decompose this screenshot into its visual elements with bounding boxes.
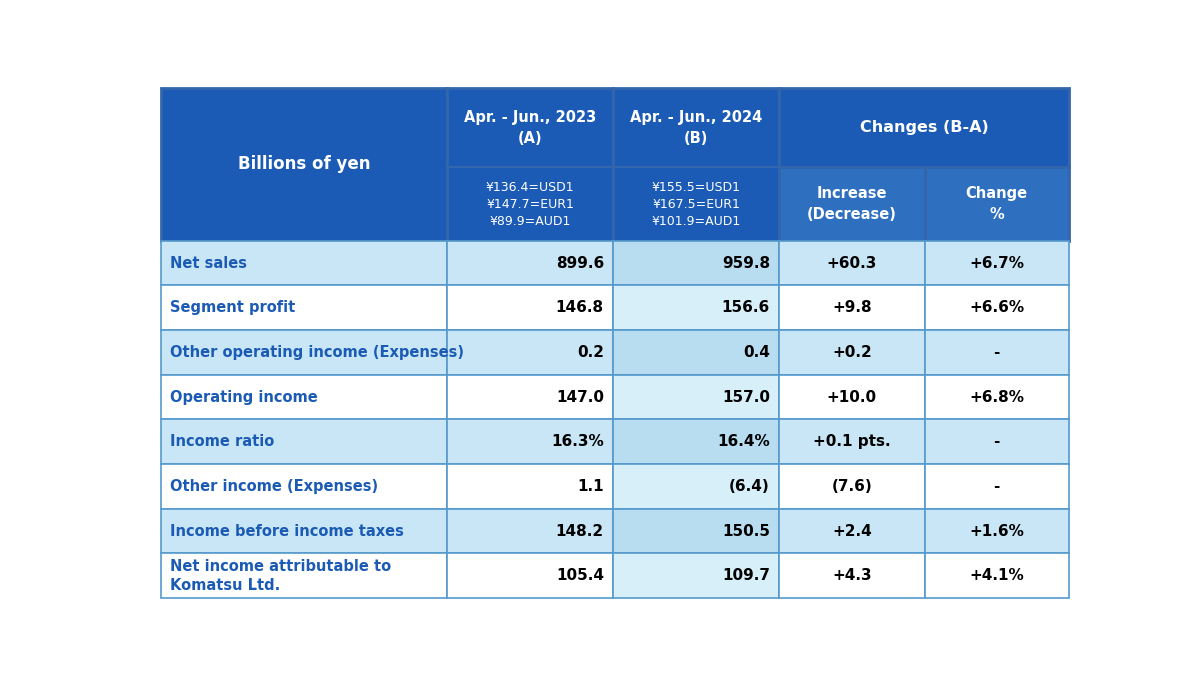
Text: Increase
(Decrease): Increase (Decrease): [806, 186, 896, 222]
Text: +60.3: +60.3: [827, 256, 877, 271]
Polygon shape: [779, 553, 924, 598]
Polygon shape: [779, 375, 924, 420]
Polygon shape: [161, 375, 448, 420]
Polygon shape: [161, 88, 448, 241]
Polygon shape: [924, 285, 1069, 330]
Polygon shape: [924, 241, 1069, 285]
Polygon shape: [924, 553, 1069, 598]
Polygon shape: [779, 464, 924, 509]
Polygon shape: [448, 420, 613, 464]
Text: Net sales: Net sales: [170, 256, 247, 271]
Text: +10.0: +10.0: [827, 390, 877, 405]
Text: 16.3%: 16.3%: [551, 435, 604, 449]
Polygon shape: [448, 88, 613, 241]
Text: Net income attributable to
Komatsu Ltd.: Net income attributable to Komatsu Ltd.: [170, 559, 391, 593]
Text: Other operating income (Expenses): Other operating income (Expenses): [170, 345, 464, 360]
Polygon shape: [924, 509, 1069, 553]
Polygon shape: [779, 285, 924, 330]
Polygon shape: [161, 509, 448, 553]
Text: +0.2: +0.2: [832, 345, 871, 360]
Polygon shape: [924, 375, 1069, 420]
Polygon shape: [779, 330, 924, 375]
Polygon shape: [924, 330, 1069, 375]
Polygon shape: [779, 241, 924, 285]
Text: 16.4%: 16.4%: [718, 435, 770, 449]
Text: +0.1 pts.: +0.1 pts.: [814, 435, 890, 449]
Text: Segment profit: Segment profit: [170, 300, 295, 315]
Polygon shape: [613, 509, 779, 553]
Polygon shape: [779, 509, 924, 553]
Text: 150.5: 150.5: [722, 524, 770, 538]
Text: Changes (B-A): Changes (B-A): [859, 120, 989, 135]
Polygon shape: [613, 553, 779, 598]
Polygon shape: [161, 330, 448, 375]
Text: 157.0: 157.0: [722, 390, 770, 405]
Text: Billions of yen: Billions of yen: [238, 155, 371, 173]
Text: 109.7: 109.7: [722, 568, 770, 583]
Text: ¥136.4=USD1
¥147.7=EUR1
¥89.9=AUD1: ¥136.4=USD1 ¥147.7=EUR1 ¥89.9=AUD1: [486, 181, 575, 227]
Text: +4.3: +4.3: [832, 568, 871, 583]
Text: -: -: [994, 435, 1000, 449]
Polygon shape: [924, 420, 1069, 464]
Polygon shape: [161, 464, 448, 509]
Text: 147.0: 147.0: [556, 390, 604, 405]
Text: +6.7%: +6.7%: [970, 256, 1024, 271]
Polygon shape: [161, 420, 448, 464]
Text: +1.6%: +1.6%: [970, 524, 1024, 538]
Polygon shape: [613, 88, 779, 241]
Polygon shape: [448, 553, 613, 598]
Text: +2.4: +2.4: [832, 524, 871, 538]
Polygon shape: [613, 464, 779, 509]
Polygon shape: [448, 464, 613, 509]
Text: +4.1%: +4.1%: [970, 568, 1024, 583]
Text: Apr. - Jun., 2023
(A): Apr. - Jun., 2023 (A): [464, 109, 596, 145]
Polygon shape: [448, 509, 613, 553]
Polygon shape: [779, 167, 924, 241]
Text: (6.4): (6.4): [730, 479, 770, 494]
Text: +6.8%: +6.8%: [970, 390, 1024, 405]
Text: 148.2: 148.2: [556, 524, 604, 538]
Polygon shape: [613, 241, 779, 285]
Text: Apr. - Jun., 2024
(B): Apr. - Jun., 2024 (B): [630, 109, 762, 145]
Text: +6.6%: +6.6%: [970, 300, 1025, 315]
Text: 0.4: 0.4: [743, 345, 770, 360]
Polygon shape: [448, 241, 613, 285]
Text: (7.6): (7.6): [832, 479, 872, 494]
Polygon shape: [613, 375, 779, 420]
Text: +9.8: +9.8: [832, 300, 871, 315]
Polygon shape: [613, 420, 779, 464]
Text: 156.6: 156.6: [721, 300, 770, 315]
Text: Change
%: Change %: [966, 186, 1027, 222]
Polygon shape: [613, 285, 779, 330]
Polygon shape: [448, 330, 613, 375]
Text: -: -: [994, 345, 1000, 360]
Text: 959.8: 959.8: [722, 256, 770, 271]
Polygon shape: [448, 375, 613, 420]
Text: 1.1: 1.1: [577, 479, 604, 494]
Text: Other income (Expenses): Other income (Expenses): [170, 479, 378, 494]
Polygon shape: [161, 241, 448, 285]
Text: Income ratio: Income ratio: [170, 435, 275, 449]
Text: -: -: [994, 479, 1000, 494]
Polygon shape: [161, 553, 448, 598]
Polygon shape: [613, 330, 779, 375]
Polygon shape: [779, 88, 1069, 167]
Text: ¥155.5=USD1
¥167.5=EUR1
¥101.9=AUD1: ¥155.5=USD1 ¥167.5=EUR1 ¥101.9=AUD1: [652, 181, 740, 227]
Text: 146.8: 146.8: [556, 300, 604, 315]
Polygon shape: [779, 420, 924, 464]
Text: 0.2: 0.2: [577, 345, 604, 360]
Polygon shape: [448, 285, 613, 330]
Text: 105.4: 105.4: [556, 568, 604, 583]
Polygon shape: [161, 285, 448, 330]
Text: 899.6: 899.6: [556, 256, 604, 271]
Polygon shape: [924, 464, 1069, 509]
Text: Income before income taxes: Income before income taxes: [170, 524, 404, 538]
Polygon shape: [924, 167, 1069, 241]
Text: Operating income: Operating income: [170, 390, 318, 405]
